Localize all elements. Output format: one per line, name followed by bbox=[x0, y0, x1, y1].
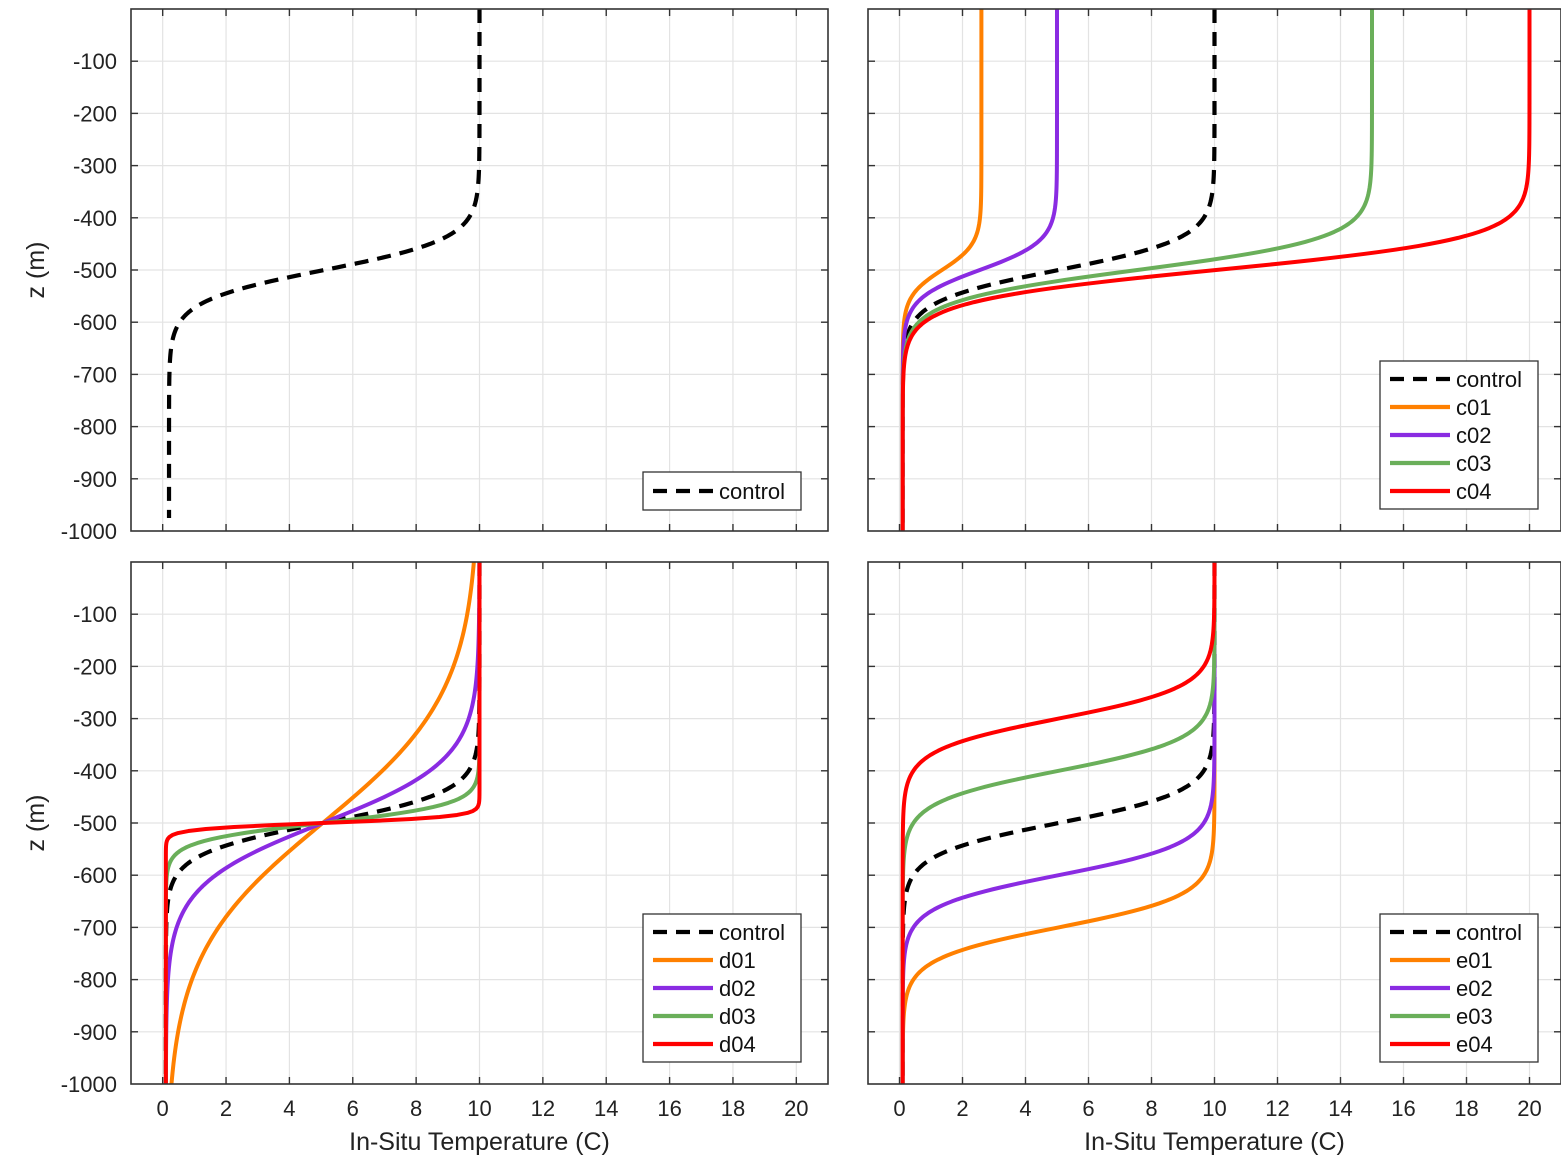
y-tick-label: -100 bbox=[73, 49, 117, 74]
legend-label-d01: d01 bbox=[719, 948, 756, 973]
x-tick-label: 16 bbox=[1391, 1096, 1415, 1121]
legend-label-control: control bbox=[719, 479, 785, 504]
legend-label-e01: e01 bbox=[1456, 948, 1493, 973]
legend: control d01 d02 d03 d04 bbox=[642, 913, 802, 1063]
x-tick-label: 10 bbox=[1202, 1096, 1226, 1121]
x-axis-label: In-Situ Temperature (C) bbox=[349, 1128, 610, 1156]
legend: control bbox=[642, 471, 802, 511]
legend-label-control: control bbox=[1456, 367, 1522, 392]
x-tick-label: 8 bbox=[1145, 1096, 1157, 1121]
y-tick-label: -300 bbox=[73, 707, 117, 732]
series-line-c04 bbox=[900, 9, 1532, 531]
x-tick-label: 0 bbox=[157, 1096, 169, 1121]
legend-label-c01: c01 bbox=[1456, 395, 1491, 420]
legend-label-control: control bbox=[1456, 920, 1522, 945]
y-tick-label: -400 bbox=[73, 759, 117, 784]
y-tick-label: -700 bbox=[73, 915, 117, 940]
legend-label-control: control bbox=[719, 920, 785, 945]
legend-label-c04: c04 bbox=[1456, 479, 1491, 504]
legend-label-d03: d03 bbox=[719, 1004, 756, 1029]
y-tick-label: -600 bbox=[73, 863, 117, 888]
y-tick-label: -800 bbox=[73, 968, 117, 993]
legend-box bbox=[1379, 360, 1539, 510]
y-tick-label: -900 bbox=[73, 1020, 117, 1045]
y-tick-label: -500 bbox=[73, 258, 117, 283]
x-tick-label: 2 bbox=[220, 1096, 232, 1121]
x-tick-label: 20 bbox=[1517, 1096, 1541, 1121]
legend-label-c02: c02 bbox=[1456, 423, 1491, 448]
x-tick-label: 14 bbox=[594, 1096, 618, 1121]
x-tick-label: 18 bbox=[1454, 1096, 1478, 1121]
y-axis-label: z (m) bbox=[22, 242, 50, 299]
series-lines bbox=[900, 561, 1217, 1085]
y-tick-label: -200 bbox=[73, 654, 117, 679]
series-line-d04 bbox=[163, 562, 482, 1084]
legend-label-e02: e02 bbox=[1456, 976, 1493, 1001]
x-tick-label: 2 bbox=[956, 1096, 968, 1121]
series-lines bbox=[163, 561, 482, 1085]
axes-frame bbox=[867, 8, 1561, 532]
axes-frame bbox=[130, 561, 829, 1085]
y-tick-label: -200 bbox=[73, 101, 117, 126]
y-tick-label: -300 bbox=[73, 154, 117, 179]
series-line-e04 bbox=[900, 561, 1217, 1084]
panel-top-left: -100 -200 -300 -400 -500 -600 -700 -800 -900 -100… bbox=[22, 8, 829, 544]
x-tick-label: 6 bbox=[347, 1096, 359, 1121]
panel-bottom-left: -100 -200 -300 -400 -500 -600 -700 -800 -900 -100… bbox=[22, 561, 829, 1156]
panel-top-right: control c01 c02 c03 c04 bbox=[867, 8, 1561, 532]
legend: control e01 e02 e03 e04 bbox=[1379, 913, 1539, 1063]
y-tick-label: -800 bbox=[73, 415, 117, 440]
x-tick-label: 0 bbox=[893, 1096, 905, 1121]
axes-frame bbox=[130, 8, 829, 532]
x-tick-label: 10 bbox=[467, 1096, 491, 1121]
series-lines bbox=[166, 8, 482, 519]
tick-marks bbox=[868, 562, 1561, 1084]
tick-marks bbox=[131, 9, 828, 531]
x-tick-label: 16 bbox=[657, 1096, 681, 1121]
panel-bottom-right: 0 2 4 6 8 10 12 14 16 18 20 In-Situ Temperature (C)… bbox=[867, 561, 1561, 1156]
x-axis-label: In-Situ Temperature (C) bbox=[1084, 1128, 1345, 1156]
y-tick-label: -600 bbox=[73, 310, 117, 335]
x-tick-label: 6 bbox=[1082, 1096, 1094, 1121]
x-tick-label: 12 bbox=[531, 1096, 555, 1121]
y-tick-label: -500 bbox=[73, 811, 117, 836]
series-lines bbox=[900, 8, 1532, 532]
y-axis-label: z (m) bbox=[22, 795, 50, 852]
x-tick-label: 20 bbox=[784, 1096, 808, 1121]
y-tick-label: -700 bbox=[73, 362, 117, 387]
y-tick-label: -900 bbox=[73, 467, 117, 492]
legend-label-c03: c03 bbox=[1456, 451, 1491, 476]
legend-label-d04: d04 bbox=[719, 1032, 756, 1057]
series-line-control bbox=[166, 8, 482, 519]
y-tick-label: -400 bbox=[73, 206, 117, 231]
y-tick-label: -1000 bbox=[61, 1072, 117, 1097]
x-tick-label: 14 bbox=[1328, 1096, 1352, 1121]
legend: control c01 c02 c03 c04 bbox=[1379, 360, 1539, 510]
tick-marks bbox=[868, 9, 1561, 531]
axes-frame bbox=[867, 561, 1561, 1085]
x-tick-label: 12 bbox=[1265, 1096, 1289, 1121]
legend-label-e04: e04 bbox=[1456, 1032, 1493, 1057]
x-tick-label: 18 bbox=[721, 1096, 745, 1121]
legend-box bbox=[642, 471, 802, 511]
legend-label-e03: e03 bbox=[1456, 1004, 1493, 1029]
x-tick-label: 4 bbox=[1019, 1096, 1031, 1121]
legend-label-d02: d02 bbox=[719, 976, 756, 1001]
y-tick-label: -100 bbox=[73, 602, 117, 627]
y-tick-label: -1000 bbox=[61, 519, 117, 544]
x-tick-label: 4 bbox=[283, 1096, 295, 1121]
x-tick-label: 8 bbox=[410, 1096, 422, 1121]
